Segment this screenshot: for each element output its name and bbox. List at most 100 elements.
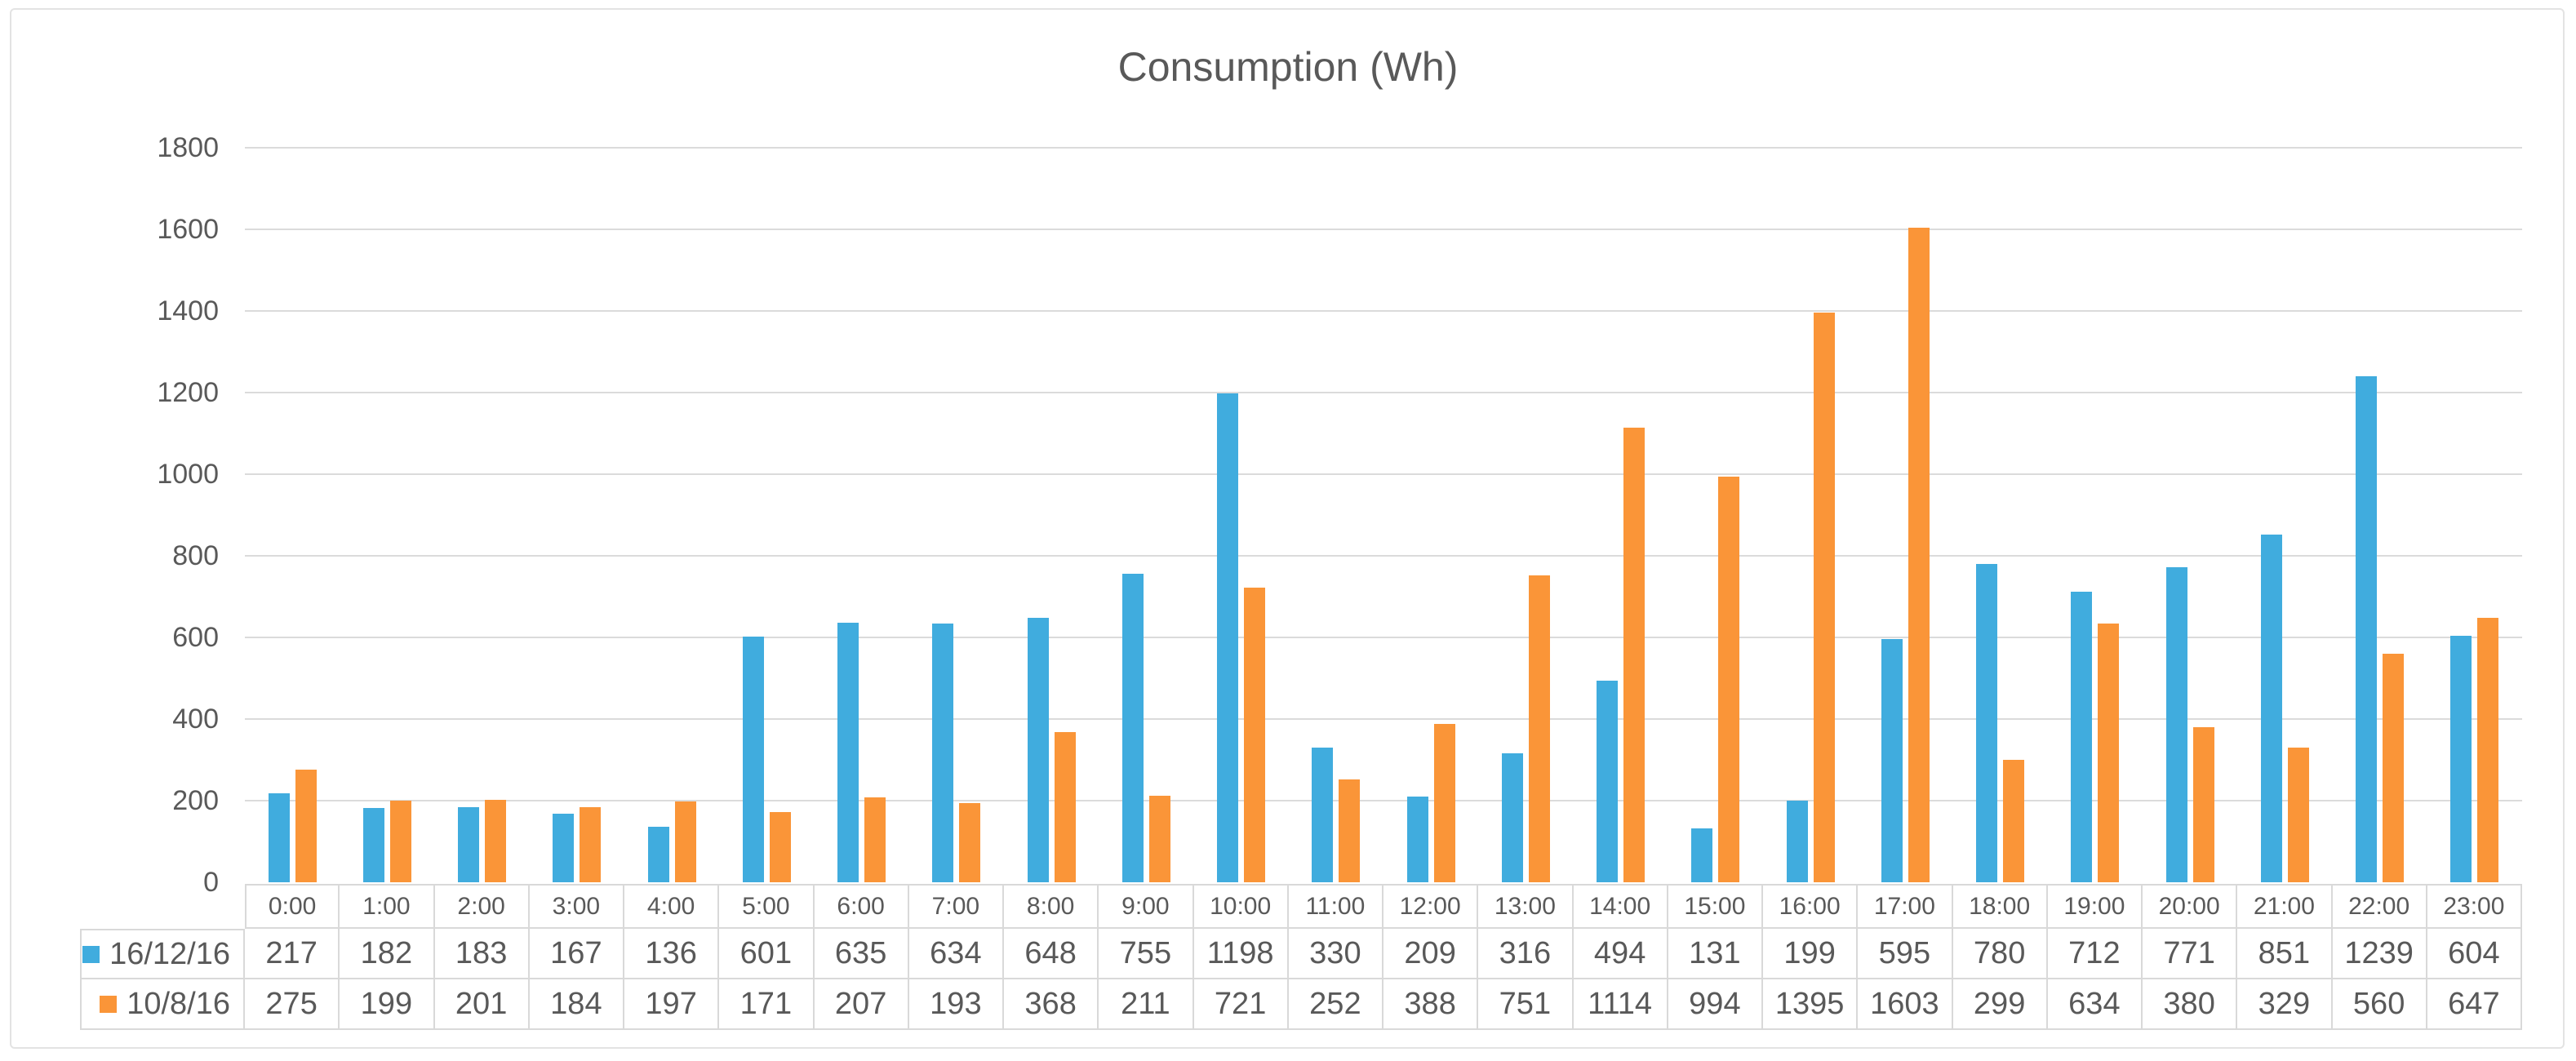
table-header-cell: 13:00 xyxy=(1478,884,1574,929)
bar-16/12/16-19:00 xyxy=(2071,592,2093,882)
bar-10/8/16-14:00 xyxy=(1623,428,1646,882)
bar-10/8/16-8:00 xyxy=(1054,732,1076,882)
table-value-cell: 1239 xyxy=(2332,929,2427,979)
series-name: 10/8/16 xyxy=(127,986,230,1021)
bar-group xyxy=(815,148,909,882)
table-value-cell: 136 xyxy=(624,929,720,979)
table-header-cell: 10:00 xyxy=(1193,884,1289,929)
bar-group xyxy=(1383,148,1478,882)
y-axis-tick-label: 0 xyxy=(203,867,219,898)
gridline xyxy=(245,473,2522,475)
bar-16/12/16-9:00 xyxy=(1121,574,1144,882)
bar-16/12/16-10:00 xyxy=(1217,393,1239,882)
bar-16/12/16-2:00 xyxy=(458,807,480,882)
bar-group xyxy=(1858,148,1952,882)
table-header-cell: 15:00 xyxy=(1668,884,1763,929)
bar-16/12/16-5:00 xyxy=(742,637,764,882)
bar-group xyxy=(1953,148,2048,882)
bar-10/8/16-23:00 xyxy=(2477,618,2499,882)
gridline xyxy=(245,718,2522,720)
y-axis-tick-label: 400 xyxy=(172,704,219,735)
table-value-cell: 601 xyxy=(719,929,815,979)
table-header-cell: 18:00 xyxy=(1952,884,2048,929)
table-header-cell: 16:00 xyxy=(1763,884,1859,929)
table-header-cell: 9:00 xyxy=(1099,884,1194,929)
table-value-cell: 131 xyxy=(1668,929,1763,979)
bar-group xyxy=(1194,148,1289,882)
bar-10/8/16-3:00 xyxy=(580,807,602,882)
bar-group xyxy=(530,148,624,882)
bar-16/12/16-6:00 xyxy=(837,623,859,882)
y-axis-tick-label: 800 xyxy=(172,540,219,571)
table-value-cell: 1114 xyxy=(1573,979,1668,1030)
table-value-cell: 1395 xyxy=(1763,979,1859,1030)
bar-16/12/16-18:00 xyxy=(1976,564,1998,882)
table-header-cell: 1:00 xyxy=(340,884,435,929)
bar-10/8/16-4:00 xyxy=(674,801,696,882)
table-value-cell: 299 xyxy=(1952,979,2048,1030)
bar-10/8/16-5:00 xyxy=(769,812,791,882)
table-value-cell: 199 xyxy=(1763,929,1859,979)
table-value-cell: 604 xyxy=(2427,929,2522,979)
bar-16/12/16-0:00 xyxy=(268,793,290,882)
table-corner-cell xyxy=(80,884,245,929)
bar-16/12/16-23:00 xyxy=(2450,636,2472,882)
table-value-cell: 635 xyxy=(814,929,909,979)
table-value-cell: 648 xyxy=(1004,929,1099,979)
table-value-cell: 780 xyxy=(1952,929,2048,979)
table-value-cell: 211 xyxy=(1099,979,1194,1030)
table-header-cell: 7:00 xyxy=(908,884,1004,929)
table-header-cell: 3:00 xyxy=(529,884,624,929)
bar-10/8/16-15:00 xyxy=(1718,477,1740,882)
gridline xyxy=(245,310,2522,312)
bar-group xyxy=(719,148,814,882)
table-value-cell: 171 xyxy=(719,979,815,1030)
bar-group xyxy=(2143,148,2237,882)
table-value-cell: 209 xyxy=(1383,929,1479,979)
chart-title: Consumption (Wh) xyxy=(1117,44,1459,90)
y-axis-tick-label: 200 xyxy=(172,785,219,816)
table-value-cell: 388 xyxy=(1383,979,1479,1030)
table-value-cell: 751 xyxy=(1478,979,1574,1030)
bar-10/8/16-21:00 xyxy=(2287,748,2309,882)
bar-10/8/16-7:00 xyxy=(959,803,981,882)
series-name: 16/12/16 xyxy=(109,936,230,971)
bar-10/8/16-10:00 xyxy=(1244,588,1266,882)
table-header-cell: 12:00 xyxy=(1383,884,1479,929)
data-table: 0:00 1:00 2:00 3:00 4:00 5:00 6:00 7:00 8:00 9:00… xyxy=(80,884,2522,1030)
table-value-cell: 167 xyxy=(529,929,624,979)
bar-10/8/16-13:00 xyxy=(1528,575,1550,882)
bar-10/8/16-16:00 xyxy=(1813,313,1835,882)
table-value-cell: 330 xyxy=(1288,929,1383,979)
table-value-cell: 380 xyxy=(2143,979,2238,1030)
table-value-cell: 771 xyxy=(2143,929,2238,979)
table-header-cell: 8:00 xyxy=(1004,884,1099,929)
bar-16/12/16-13:00 xyxy=(1501,753,1523,882)
bar-group xyxy=(2333,148,2427,882)
bar-group xyxy=(1763,148,1858,882)
bar-group xyxy=(2427,148,2522,882)
bar-group xyxy=(1574,148,1668,882)
table-header-cell: 19:00 xyxy=(2047,884,2143,929)
bar-10/8/16-18:00 xyxy=(2003,760,2025,882)
bar-16/12/16-15:00 xyxy=(1691,828,1713,882)
table-value-cell: 217 xyxy=(245,929,340,979)
table-header-cell: 17:00 xyxy=(1858,884,1953,929)
bar-16/12/16-7:00 xyxy=(932,624,954,882)
y-axis-tick-label: 600 xyxy=(172,622,219,653)
y-axis-tick-label: 1800 xyxy=(157,132,219,163)
table-value-cell: 994 xyxy=(1668,979,1763,1030)
bar-group xyxy=(1099,148,1193,882)
bar-10/8/16-9:00 xyxy=(1148,796,1170,882)
table-value-cell: 647 xyxy=(2427,979,2522,1030)
bar-10/8/16-17:00 xyxy=(1908,228,1930,882)
table-value-cell: 183 xyxy=(434,929,530,979)
y-axis-tick-label: 1600 xyxy=(157,214,219,245)
bar-10/8/16-2:00 xyxy=(485,800,507,882)
bar-16/12/16-21:00 xyxy=(2260,535,2282,882)
y-axis-tick-label: 1000 xyxy=(157,459,219,490)
bar-10/8/16-11:00 xyxy=(1339,779,1361,882)
table-value-cell: 634 xyxy=(908,929,1004,979)
table-header-cell: 6:00 xyxy=(814,884,909,929)
table-header-cell: 0:00 xyxy=(245,884,340,929)
